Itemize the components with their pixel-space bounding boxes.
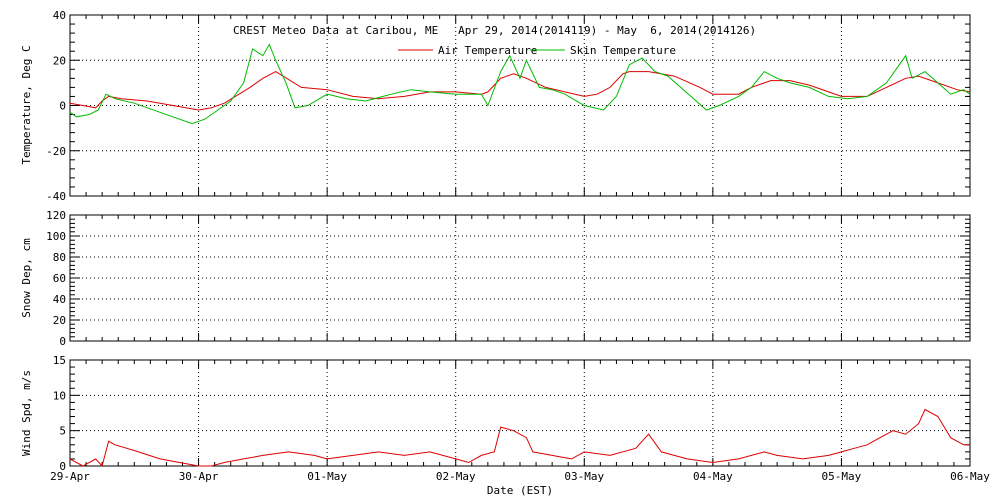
temperature-panel: -40 -20 0 20 40 CREST Meteo Data at Caribou,… xyxy=(20,9,971,203)
temperature-ticks xyxy=(69,14,971,197)
y-tick-label: -20 xyxy=(46,145,66,158)
temperature-grid xyxy=(70,15,970,196)
y-tick-label: 20 xyxy=(53,54,66,67)
wind-speed-panel: 0 5 10 15 29-Apr 30-Apr 01-May 02-May 03-May 04-… xyxy=(20,354,990,497)
y-tick-label: 0 xyxy=(59,335,66,348)
date-tick-label: 04-May xyxy=(693,470,733,483)
temperature-series xyxy=(69,43,971,125)
chart-title: CREST Meteo Data at Caribou, ME Apr 29, … xyxy=(233,24,756,37)
y-tick-label: 120 xyxy=(46,209,66,222)
snow-depth-panel: 0 20 40 60 80 100 120 Snow Dep, cm xyxy=(20,209,971,348)
y-tick-label: 40 xyxy=(53,9,66,22)
legend-air-label: Air Temperature xyxy=(438,44,537,57)
wind-plot-frame xyxy=(69,359,971,467)
legend-skin-label: Skin Temperature xyxy=(570,44,676,57)
date-tick-label: 06-May xyxy=(950,470,990,483)
y-tick-label: 10 xyxy=(53,389,66,402)
y-tick-label: 80 xyxy=(53,251,66,264)
wind-ticks xyxy=(69,359,971,467)
date-tick-label: 02-May xyxy=(436,470,476,483)
date-tick-label: 30-Apr xyxy=(179,470,219,483)
y-tick-label: 0 xyxy=(59,100,66,113)
y-tick-label: -40 xyxy=(46,190,66,203)
wind-grid xyxy=(70,360,970,466)
date-tick-label: 01-May xyxy=(307,470,347,483)
skin-temperature-line xyxy=(69,43,971,125)
air-temperature-line xyxy=(69,71,971,111)
y-tick-label: 15 xyxy=(53,354,66,367)
date-tick-label: 03-May xyxy=(564,470,604,483)
y-tick-label: 40 xyxy=(53,293,66,306)
wind-speed-line xyxy=(69,408,970,468)
legend: Air Temperature Skin Temperature xyxy=(398,44,676,57)
temperature-y-tick-labels: -40 -20 0 20 40 xyxy=(46,9,66,203)
date-tick-label: 29-Apr xyxy=(50,470,90,483)
wind-y-tick-labels: 0 5 10 15 xyxy=(53,354,66,473)
y-tick-label: 60 xyxy=(53,272,66,285)
snow-ticks xyxy=(69,214,971,342)
temperature-y-axis-label: Temperature, Deg C xyxy=(20,45,33,164)
y-tick-label: 5 xyxy=(59,425,66,438)
y-tick-label: 0 xyxy=(59,460,66,473)
y-tick-label: 20 xyxy=(53,314,66,327)
snow-y-axis-label: Snow Dep, cm xyxy=(20,238,33,318)
date-tick-label: 05-May xyxy=(822,470,862,483)
x-axis-label: Date (EST) xyxy=(487,484,553,497)
wind-y-axis-label: Wind Spd, m/s xyxy=(20,370,33,456)
snow-grid xyxy=(70,215,970,341)
snow-y-tick-labels: 0 20 40 60 80 100 120 xyxy=(46,209,66,348)
date-tick-labels: 29-Apr 30-Apr 01-May 02-May 03-May 04-May 05-M… xyxy=(50,470,990,483)
y-tick-label: 100 xyxy=(46,230,66,243)
wind-series xyxy=(69,408,970,468)
